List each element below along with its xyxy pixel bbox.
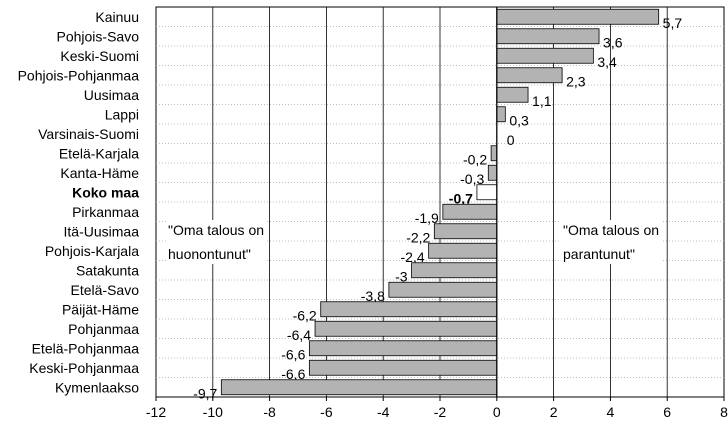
category-label: Koko maa bbox=[72, 184, 139, 200]
data-label: -2,2 bbox=[406, 229, 430, 245]
annotation-background bbox=[166, 220, 266, 264]
bar bbox=[496, 106, 506, 123]
bar bbox=[496, 8, 660, 25]
data-label: -0,3 bbox=[460, 171, 484, 187]
category-label: Varsinais-Suomi bbox=[38, 126, 139, 142]
category-label: Päijät-Häme bbox=[62, 301, 139, 317]
bar bbox=[496, 47, 594, 64]
category-label: Keski-Pohjanmaa bbox=[29, 360, 139, 376]
category-label: Pohjois-Karjala bbox=[45, 243, 139, 259]
category-label: Keski-Suomi bbox=[60, 48, 139, 64]
annotation-text: huonontunut" bbox=[168, 246, 251, 262]
category-label: Etelä-Savo bbox=[71, 282, 140, 298]
bar bbox=[496, 86, 529, 103]
bar bbox=[487, 164, 498, 181]
category-label: Kymenlaakso bbox=[55, 379, 139, 395]
category-label: Pohjois-Savo bbox=[57, 28, 140, 44]
bar bbox=[314, 320, 498, 337]
category-label: Etelä-Pohjanmaa bbox=[32, 340, 140, 356]
data-label: -3,8 bbox=[361, 288, 385, 304]
bar bbox=[442, 203, 498, 220]
x-tick-label: -6 bbox=[320, 404, 333, 420]
category-label: Pohjanmaa bbox=[68, 321, 139, 337]
category-label: Etelä-Karjala bbox=[59, 145, 139, 161]
bar bbox=[433, 223, 498, 240]
bar bbox=[388, 281, 498, 298]
data-label: -6,4 bbox=[287, 327, 311, 343]
x-tick-label: 8 bbox=[720, 404, 728, 420]
bar bbox=[476, 184, 498, 201]
annotation-text: "Oma talous on bbox=[168, 222, 264, 238]
data-label: 1,1 bbox=[532, 93, 552, 109]
data-label: -6,6 bbox=[281, 366, 305, 382]
x-tick-label: -2 bbox=[434, 404, 447, 420]
data-label: 0 bbox=[507, 132, 515, 148]
data-label: -0,7 bbox=[449, 190, 473, 206]
x-tick-label: -8 bbox=[263, 404, 276, 420]
data-label: -1,9 bbox=[415, 210, 439, 226]
data-label: -2,4 bbox=[401, 249, 425, 265]
x-tick-label: -4 bbox=[377, 404, 390, 420]
category-label: Itä-Uusimaa bbox=[64, 223, 140, 239]
x-tick-label: -10 bbox=[203, 404, 223, 420]
x-tick-label: 6 bbox=[663, 404, 671, 420]
category-label: Kainuu bbox=[95, 9, 139, 25]
category-label: Pohjois-Pohjanmaa bbox=[18, 67, 140, 83]
category-label: Uusimaa bbox=[84, 87, 139, 103]
data-label: -3 bbox=[395, 268, 408, 284]
bar bbox=[496, 67, 563, 84]
x-tick-label: 2 bbox=[550, 404, 558, 420]
bar bbox=[490, 145, 498, 162]
bar bbox=[411, 262, 498, 279]
x-tick-label: -12 bbox=[146, 404, 166, 420]
bar bbox=[320, 301, 498, 318]
x-tick-label: 4 bbox=[607, 404, 615, 420]
data-label: -6,2 bbox=[293, 307, 317, 323]
annotation-text: "Oma talous on bbox=[563, 222, 659, 238]
bar bbox=[308, 359, 498, 376]
bar bbox=[428, 242, 498, 259]
data-label: -0,2 bbox=[463, 151, 487, 167]
annotation-background bbox=[561, 220, 661, 264]
category-label: Kanta-Häme bbox=[60, 165, 139, 181]
category-label: Pirkanmaa bbox=[72, 204, 139, 220]
data-label: 5,7 bbox=[663, 15, 683, 31]
bar bbox=[308, 340, 498, 357]
annotation-text: parantunut" bbox=[563, 246, 635, 262]
data-label: -6,6 bbox=[281, 346, 305, 362]
data-label: 0,3 bbox=[509, 112, 529, 128]
category-label: Lappi bbox=[105, 106, 139, 122]
bar bbox=[220, 379, 498, 396]
x-tick-label: 0 bbox=[493, 404, 501, 420]
category-label: Satakunta bbox=[76, 262, 139, 278]
data-label: 2,3 bbox=[566, 73, 586, 89]
bar bbox=[496, 28, 600, 45]
data-label: 3,4 bbox=[597, 54, 617, 70]
data-label: 3,6 bbox=[603, 34, 623, 50]
data-label: -9,7 bbox=[193, 385, 217, 401]
